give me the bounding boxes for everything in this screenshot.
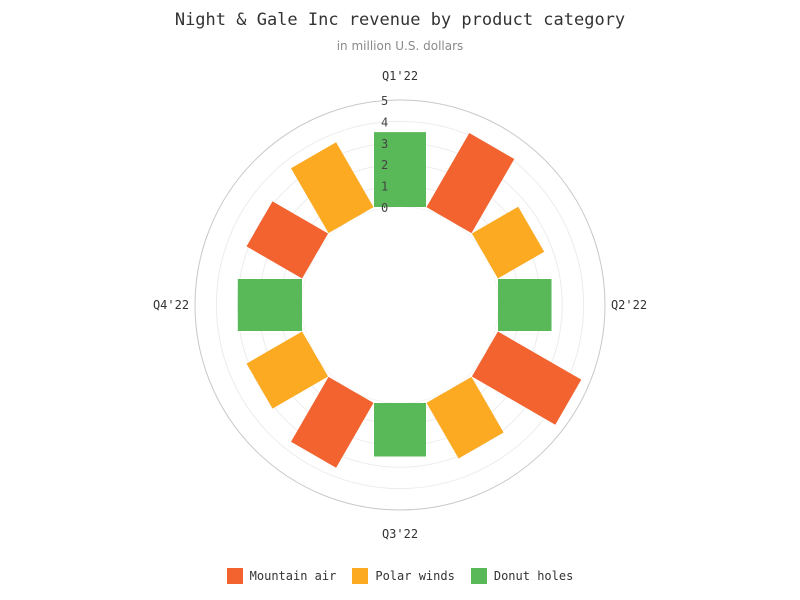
y-tick-label: 3: [381, 137, 388, 151]
bar-mountain-air-3[interactable]: [246, 201, 329, 279]
bar-donut-holes-0[interactable]: [374, 132, 426, 207]
bar-polar-winds-2[interactable]: [246, 331, 329, 409]
category-label: Q1'22: [382, 69, 418, 83]
outer-ring: [194, 99, 606, 511]
legend-item-mountain-air[interactable]: Mountain air: [226, 568, 337, 584]
category-label: Q3'22: [382, 527, 418, 541]
legend-swatch-donut-holes: [470, 568, 487, 584]
legend-swatch-polar-winds: [352, 568, 369, 584]
legend-swatch-mountain-air: [226, 568, 243, 584]
y-tick-label: 4: [381, 115, 388, 129]
chart-legend: Mountain air Polar winds Donut holes: [0, 568, 800, 584]
bar-donut-holes-3[interactable]: [237, 279, 302, 331]
legend-item-donut-holes[interactable]: Donut holes: [470, 568, 574, 584]
legend-label-polar-winds: Polar winds: [375, 569, 455, 583]
bar-polar-winds-1[interactable]: [426, 376, 504, 459]
category-label: Q4'22: [153, 298, 189, 312]
bar-donut-holes-2[interactable]: [374, 403, 426, 457]
bar-polar-winds-3[interactable]: [291, 142, 374, 234]
chart-subtitle: in million U.S. dollars: [336, 39, 464, 53]
bar-mountain-air-2[interactable]: [291, 376, 374, 468]
category-label: Q2'22: [611, 298, 647, 312]
y-tick-label: 5: [381, 94, 388, 108]
bar-mountain-air-0[interactable]: [426, 133, 515, 234]
legend-label-donut-holes: Donut holes: [493, 569, 574, 583]
inner-hole: [302, 207, 498, 403]
grid-ring: [215, 120, 585, 490]
legend-item-polar-winds[interactable]: Polar winds: [352, 568, 455, 584]
bar-donut-holes-1[interactable]: [498, 279, 552, 331]
legend-label-mountain-air: Mountain air: [249, 569, 337, 583]
chart-title: Night & Gale Inc revenue by product cate…: [174, 10, 626, 30]
y-tick-label: 0: [381, 201, 388, 215]
bar-polar-winds-0[interactable]: [471, 206, 545, 279]
bar-mountain-air-1[interactable]: [471, 331, 582, 425]
y-tick-label: 1: [381, 180, 388, 194]
y-tick-label: 2: [381, 158, 388, 172]
